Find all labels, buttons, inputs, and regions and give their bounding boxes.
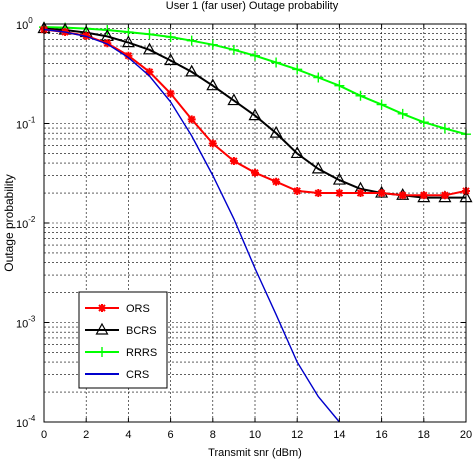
series-ors-marker [293,186,302,195]
series-bcrs-marker [248,108,262,121]
x-tick-label: 20 [460,429,472,441]
series-rrrs-marker [165,32,176,43]
y-tick-label: 10-2 [16,215,36,231]
x-tick-label: 8 [210,429,216,441]
series-ors-marker [229,156,238,165]
series-layer [37,21,473,423]
x-tick-label: 4 [125,429,131,441]
x-tick-label: 6 [168,429,174,441]
legend-ors-marker [98,304,106,312]
y-tick-label: 10-3 [16,315,36,331]
legend-ors-label: ORS [126,303,150,315]
series-rrrs-marker [144,29,155,40]
x-axis-label: Transmit snr (dBm) [208,447,302,459]
series-bcrs-marker [290,146,304,159]
y-axis-label: Outage probability [2,174,16,271]
x-tick-label: 2 [83,429,89,441]
series-ors-marker [187,115,196,124]
series-bcrs-marker [164,53,178,66]
series-rrrs-marker [418,117,429,128]
series-crs-line [43,28,340,423]
x-tick-label: 12 [291,429,303,441]
series-bcrs-marker [185,64,199,77]
x-tick-label: 18 [418,429,430,441]
series-bcrs-marker [206,78,220,91]
series-ors-marker [145,67,154,76]
legend-rrrs-label: RRRS [126,347,157,359]
series-rrrs-marker [250,50,260,61]
series-rrrs-marker [207,39,218,50]
series-bcrs-marker [227,93,241,106]
series-ors-marker [356,189,365,198]
series-ors-marker [251,168,259,177]
series-bcrs-marker [269,125,283,138]
series-rrrs-marker [292,64,303,75]
series-rrrs-marker [397,108,408,119]
legend-crs: CRS [85,369,149,381]
series-rrrs-marker [355,90,366,101]
series-bcrs-marker [311,161,325,174]
series-ors-marker [377,189,386,198]
series-ors-marker [166,89,175,98]
series-rrrs-marker [334,80,345,91]
x-tick-label: 14 [333,429,345,441]
x-tick-label: 10 [249,429,261,441]
series-rrrs-marker [271,57,282,68]
y-tick-label: 100 [16,16,33,32]
series-rrrs-marker [313,72,324,83]
x-tick-label: 0 [41,429,47,441]
series-ors-marker [419,191,428,200]
series-ors-marker [440,191,449,200]
series-ors-marker [314,189,323,198]
axis-ticks: 0 2 4 6 8 10 12 14 16 18 20 100 10-1 10-2 10-3 10-4 [16,16,472,441]
series-rrrs-marker [376,99,387,110]
series-bcrs-marker [142,42,157,55]
series-rrrs-marker [439,123,450,134]
legend-ors: ORS [85,303,150,315]
legend-crs-label: CRS [126,369,149,381]
series-ors-marker [208,139,217,148]
legend-bcrs-marker [95,322,109,335]
series-bcrs-marker [121,35,135,48]
series-ors-marker [335,189,344,198]
legend: ORS BCRS RRRS CRS [78,291,168,389]
series-ors-marker [398,191,407,200]
chart-title: User 1 (far user) Outage probability [166,0,339,12]
series-ors-marker [124,51,133,60]
legend-bcrs: BCRS [85,322,157,337]
y-tick-label: 10-4 [16,414,36,430]
series-bcrs-marker [332,172,346,185]
legend-bcrs-label: BCRS [126,325,157,337]
series-rrrs-marker [228,44,239,55]
y-tick-label: 10-1 [16,116,36,132]
series-rrrs-marker [186,35,197,46]
legend-rrrs-marker [97,347,107,357]
series-ors-marker [272,177,281,186]
legend-rrrs: RRRS [85,347,157,359]
x-tick-label: 16 [375,429,387,441]
series-crs [43,28,340,423]
